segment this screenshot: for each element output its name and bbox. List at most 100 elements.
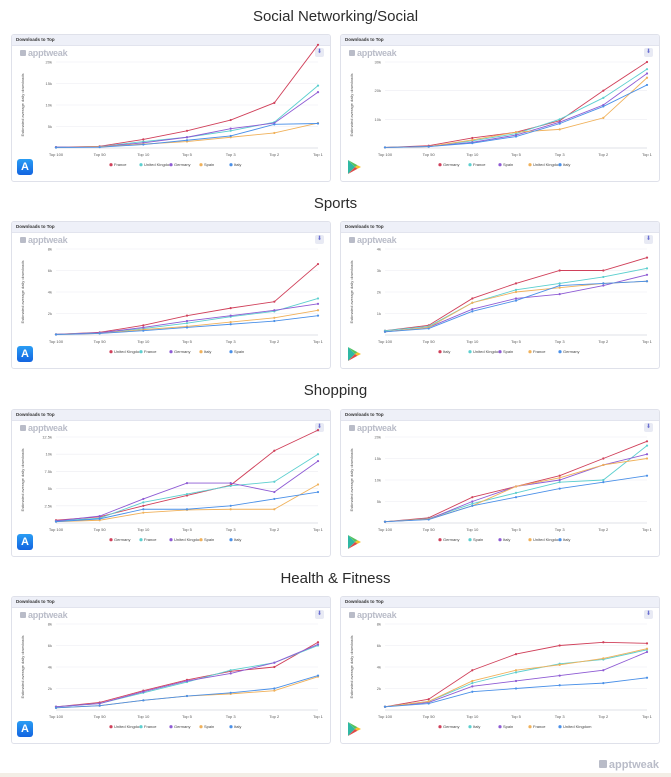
data-point[interactable] — [514, 299, 518, 302]
data-point[interactable] — [471, 669, 474, 672]
legend-label[interactable]: United Kingdom — [473, 349, 502, 354]
legend-label[interactable]: Spain — [503, 724, 513, 729]
data-point[interactable] — [273, 687, 276, 690]
data-point[interactable] — [273, 490, 276, 494]
legend-label[interactable]: Germany — [114, 537, 130, 542]
data-point[interactable] — [645, 440, 649, 443]
data-point[interactable] — [273, 123, 276, 126]
legend-label[interactable]: Italy — [563, 537, 570, 542]
data-point[interactable] — [514, 496, 518, 499]
legend-label[interactable]: United Kingdom — [144, 162, 173, 167]
legend-label[interactable]: France — [144, 724, 157, 729]
data-point[interactable] — [229, 323, 232, 326]
data-point[interactable] — [142, 699, 145, 702]
legend-label[interactable]: Italy — [234, 537, 241, 542]
data-point[interactable] — [427, 145, 430, 148]
data-point[interactable] — [229, 508, 232, 511]
data-point[interactable] — [427, 327, 430, 330]
download-icon[interactable]: ⬇ — [644, 423, 653, 432]
data-point[interactable] — [471, 685, 474, 688]
download-icon[interactable]: ⬇ — [315, 423, 324, 432]
data-point[interactable] — [142, 138, 145, 141]
data-point[interactable] — [273, 449, 276, 452]
legend-label[interactable]: Germany — [443, 537, 459, 542]
legend-label[interactable]: United Kingdom — [563, 724, 592, 729]
data-point[interactable] — [427, 518, 430, 521]
legend-label[interactable]: Italy — [204, 349, 211, 354]
data-point[interactable] — [645, 256, 649, 259]
data-point[interactable] — [471, 496, 474, 499]
data-point[interactable] — [98, 702, 101, 705]
data-point[interactable] — [142, 143, 145, 146]
data-point[interactable] — [229, 307, 232, 310]
data-point[interactable] — [645, 76, 649, 79]
legend-label[interactable]: Germany — [443, 724, 459, 729]
data-point[interactable] — [185, 694, 189, 698]
data-point[interactable] — [558, 128, 561, 131]
data-point[interactable] — [316, 643, 320, 646]
data-point[interactable] — [558, 476, 561, 479]
data-point[interactable] — [558, 118, 561, 121]
data-point[interactable] — [645, 68, 649, 71]
data-point[interactable] — [54, 520, 58, 523]
data-point[interactable] — [142, 497, 145, 501]
data-point[interactable] — [316, 459, 320, 463]
data-point[interactable] — [645, 474, 649, 477]
legend-label[interactable]: Spain — [503, 162, 513, 167]
legend-label[interactable]: Italy — [234, 724, 241, 729]
data-point[interactable] — [471, 136, 474, 140]
data-point[interactable] — [185, 481, 189, 485]
data-point[interactable] — [558, 674, 561, 677]
download-icon[interactable]: ⬇ — [644, 48, 653, 57]
legend-label[interactable]: France — [473, 162, 486, 167]
data-point[interactable] — [316, 674, 320, 677]
data-point[interactable] — [645, 453, 649, 456]
download-icon[interactable]: ⬇ — [315, 48, 324, 57]
data-point[interactable] — [273, 689, 276, 692]
data-point[interactable] — [98, 517, 101, 520]
data-point[interactable] — [558, 478, 561, 482]
data-point[interactable] — [229, 314, 232, 317]
data-point[interactable] — [602, 282, 605, 285]
data-point[interactable] — [54, 146, 58, 149]
legend-label[interactable]: Germany — [174, 724, 190, 729]
data-point[interactable] — [273, 661, 276, 664]
data-point[interactable] — [514, 491, 518, 494]
data-point[interactable] — [185, 493, 189, 496]
data-point[interactable] — [316, 91, 320, 94]
data-point[interactable] — [316, 122, 320, 125]
legend-label[interactable]: Spain — [204, 724, 214, 729]
data-point[interactable] — [273, 497, 276, 501]
data-point[interactable] — [98, 515, 101, 518]
data-point[interactable] — [558, 284, 561, 287]
legend-label[interactable]: France — [114, 162, 127, 167]
data-point[interactable] — [316, 483, 320, 486]
data-point[interactable] — [602, 275, 605, 279]
data-point[interactable] — [645, 457, 649, 460]
data-point[interactable] — [54, 706, 58, 709]
legend-label[interactable]: United Kingdom — [114, 349, 143, 354]
data-point[interactable] — [229, 691, 232, 694]
data-point[interactable] — [558, 684, 561, 687]
data-point[interactable] — [558, 282, 561, 285]
data-point[interactable] — [514, 679, 518, 683]
data-point[interactable] — [142, 511, 145, 514]
data-point[interactable] — [514, 687, 518, 690]
data-point[interactable] — [273, 300, 276, 303]
data-point[interactable] — [185, 139, 189, 142]
data-point[interactable] — [602, 269, 605, 272]
legend-label[interactable]: France — [144, 349, 157, 354]
data-point[interactable] — [229, 669, 232, 672]
legend-label[interactable]: Italy — [503, 537, 510, 542]
data-point[interactable] — [645, 273, 649, 276]
data-point[interactable] — [645, 650, 649, 654]
legend-label[interactable]: Spain — [204, 537, 214, 542]
legend-label[interactable]: Spain — [204, 162, 214, 167]
data-point[interactable] — [514, 282, 518, 285]
data-point[interactable] — [602, 682, 605, 685]
legend-label[interactable]: Italy — [563, 162, 570, 167]
data-point[interactable] — [273, 316, 276, 319]
data-point[interactable] — [471, 310, 474, 313]
data-point[interactable] — [229, 321, 232, 324]
data-point[interactable] — [602, 89, 605, 92]
